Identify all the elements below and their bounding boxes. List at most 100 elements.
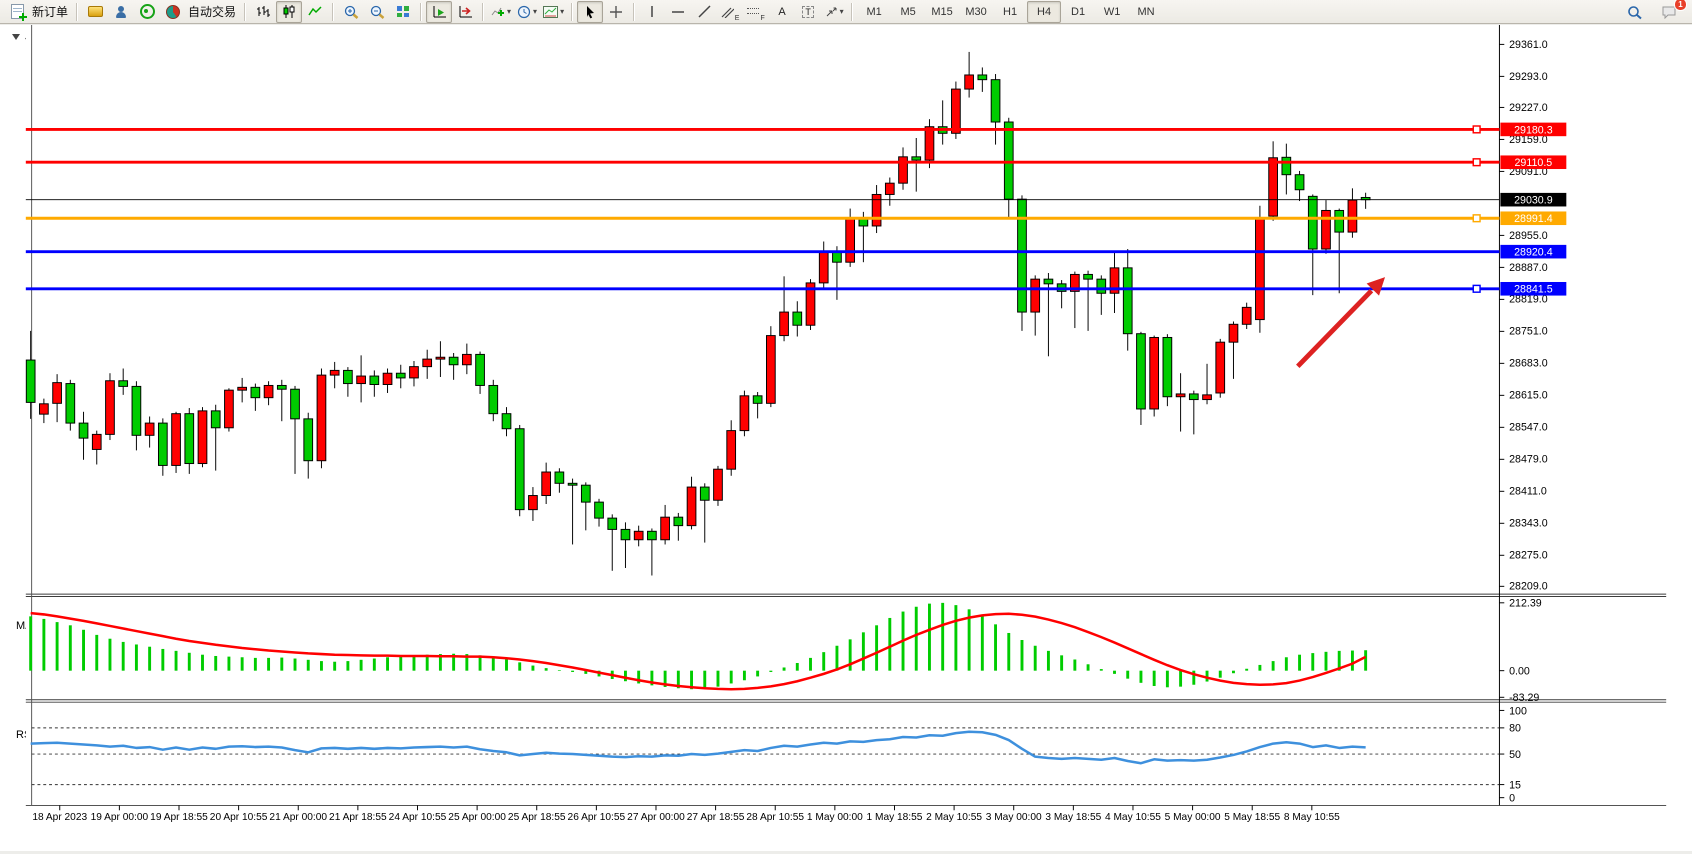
profile-button[interactable] [108,1,134,23]
svg-text:28819.0: 28819.0 [1509,294,1548,306]
horizontal-line-tool[interactable] [665,1,691,23]
svg-text:28209.0: 28209.0 [1509,581,1548,593]
crosshair-tool-button[interactable] [603,1,629,23]
rsi-line [30,730,1366,765]
cursor-tool-button[interactable] [577,0,604,23]
text-tool[interactable]: A [769,1,795,23]
svg-text:29293.0: 29293.0 [1509,71,1548,83]
timeframe-M1[interactable]: M1 [866,5,882,18]
horizontal-line-icon [672,10,685,13]
timeframe-W1[interactable]: W1 [1103,5,1121,18]
svg-text:15: 15 [1509,779,1521,791]
timeframe-H1[interactable]: H1 [1003,5,1018,18]
signal-icon [139,4,156,19]
svg-text:26 Apr 10:55: 26 Apr 10:55 [568,812,626,823]
svg-text:-83.29: -83.29 [1509,692,1539,704]
svg-text:5 May 18:55: 5 May 18:55 [1224,812,1280,823]
channel-tool[interactable]: E [717,1,743,23]
gold-icon [87,4,104,19]
one-click-trading-arrow-icon[interactable] [12,34,20,40]
templates-button[interactable]: ▾ [540,1,567,23]
svg-text:19 Apr 18:55: 19 Apr 18:55 [150,812,208,823]
text-label-tool[interactable]: T [795,1,821,23]
candlestick-chart-button[interactable] [276,0,303,23]
market-watch-button[interactable] [82,1,108,23]
line-chart-button[interactable] [302,1,328,23]
vertical-line-icon [651,6,653,17]
arrows-tool[interactable]: ▾ [821,1,847,23]
svg-text:20 Apr 10:55: 20 Apr 10:55 [210,812,268,823]
horizontal-lines[interactable]: 29180.3 29110.5 29030.9 28991.4 28920.4 28841… [25,122,1567,296]
timeframe-M15[interactable]: M15 [931,5,953,18]
svg-text:8 May 10:55: 8 May 10:55 [1284,812,1340,823]
svg-text:28887.0: 28887.0 [1509,262,1548,274]
bar-chart-button[interactable] [250,1,276,23]
fibonacci-icon [747,8,760,15]
search-icon [1628,5,1642,19]
chart-canvas[interactable]: 29361.0 29293.0 29227.0 29159.0 29091.0 28955… [0,25,1692,851]
svg-text:100: 100 [1509,705,1527,717]
svg-text:21 Apr 00:00: 21 Apr 00:00 [269,812,327,823]
vertical-line-tool[interactable] [639,1,665,23]
price-axis[interactable]: 29361.0 29293.0 29227.0 29159.0 29091.0 28955… [1499,39,1548,593]
svg-text:25 Apr 00:00: 25 Apr 00:00 [448,812,506,823]
svg-text:28343.0: 28343.0 [1509,518,1548,530]
svg-text:28411.0: 28411.0 [1509,486,1547,498]
trendline-icon [698,5,711,18]
svg-text:27 Apr 00:00: 27 Apr 00:00 [627,812,685,823]
svg-text:3 May 18:55: 3 May 18:55 [1045,812,1101,823]
auto-scroll-button[interactable] [426,0,453,23]
signal-button[interactable] [134,1,160,23]
toolbar-right-group: 1 [1622,0,1687,24]
svg-text:212.39: 212.39 [1509,598,1542,610]
tile-windows-button[interactable] [390,1,416,23]
time-axis[interactable]: 18 Apr 2023 19 Apr 00:00 19 Apr 18:55 20 Ap… [32,805,1340,823]
search-button[interactable] [1622,1,1648,23]
timeframe-D1[interactable]: D1 [1071,5,1086,18]
svg-text:28955.0: 28955.0 [1509,230,1548,242]
timeframe-M30[interactable]: M30 [965,5,987,18]
svg-text:29030.9: 29030.9 [1514,195,1553,207]
periods-button[interactable]: ▾ [514,1,540,23]
auto-scroll-icon [433,6,446,18]
macd-signal-line [30,611,1367,691]
annotation-arrow[interactable] [1296,277,1386,368]
svg-text:18 Apr 2023: 18 Apr 2023 [32,812,87,823]
timeframe-H4[interactable]: H4 [1027,0,1062,23]
zoom-in-icon [344,5,358,19]
svg-text:29159.0: 29159.0 [1509,134,1548,146]
zoom-in-button[interactable] [338,1,364,23]
timeframe-MN[interactable]: MN [1137,5,1155,18]
text-tool-label: A [778,5,786,18]
svg-text:29361.0: 29361.0 [1509,39,1548,51]
svg-text:80: 80 [1509,723,1521,735]
new-order-label[interactable]: 新订单 [32,5,69,19]
svg-text:28615.0: 28615.0 [1509,390,1548,402]
timeframe-M5[interactable]: M5 [900,5,916,18]
svg-text:3 May 00:00: 3 May 00:00 [986,812,1042,823]
chart-shift-button[interactable] [452,1,478,23]
text-label-tool-label: T [802,5,814,18]
cursor-icon [587,5,595,18]
notifications-button[interactable]: 1 [1656,0,1687,23]
svg-text:29110.5: 29110.5 [1514,157,1552,169]
auto-trading-button[interactable] [160,1,186,23]
template-icon [543,5,559,18]
crosshair-icon [610,5,623,18]
new-order-button[interactable] [4,1,30,23]
separator [482,2,485,21]
separator [332,2,335,21]
svg-text:50: 50 [1509,749,1521,761]
auto-trading-label[interactable]: 自动交易 [188,5,237,19]
separator [571,2,574,21]
svg-text:2 May 10:55: 2 May 10:55 [926,812,982,823]
arrows-icon [826,7,837,16]
auto-trading-icon [165,4,182,19]
indicators-button[interactable]: ▾ [488,1,514,23]
trendline-tool[interactable] [691,1,717,23]
main-toolbar: 新订单 自动交易 ▾ ▾ ▾ E F A T ▾ M1 M5 M15 M30 H1 H4 D… [0,0,1692,24]
svg-text:1 May 00:00: 1 May 00:00 [807,812,863,823]
svg-text:28479.0: 28479.0 [1509,454,1548,466]
fibonacci-tool[interactable]: F [743,1,769,23]
zoom-out-button[interactable] [364,1,390,23]
